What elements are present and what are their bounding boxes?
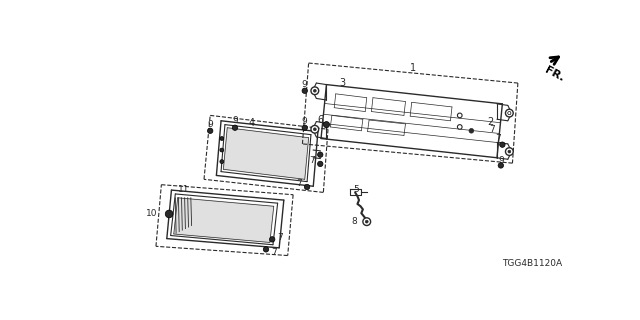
Circle shape	[365, 220, 368, 223]
Circle shape	[323, 122, 330, 128]
Text: 7: 7	[310, 156, 316, 164]
Text: 7: 7	[296, 179, 302, 188]
Text: 6: 6	[317, 115, 323, 125]
Polygon shape	[174, 198, 274, 243]
Circle shape	[498, 163, 504, 168]
Circle shape	[508, 112, 511, 115]
Text: 9: 9	[207, 120, 213, 129]
Circle shape	[302, 88, 307, 93]
Circle shape	[458, 113, 462, 118]
Text: 9: 9	[232, 116, 238, 124]
Text: 11: 11	[178, 185, 189, 194]
Circle shape	[314, 128, 316, 131]
Circle shape	[363, 218, 371, 226]
Circle shape	[305, 184, 310, 190]
Text: 10: 10	[146, 210, 157, 219]
Text: 9: 9	[302, 117, 308, 126]
Circle shape	[220, 160, 224, 164]
Text: 7: 7	[271, 248, 276, 257]
Polygon shape	[223, 128, 308, 179]
Circle shape	[220, 148, 224, 152]
Circle shape	[500, 142, 505, 147]
Text: 5: 5	[353, 185, 359, 194]
Circle shape	[165, 210, 173, 218]
Circle shape	[269, 237, 275, 242]
Text: 2: 2	[488, 116, 494, 126]
Circle shape	[508, 150, 511, 153]
Circle shape	[506, 109, 513, 117]
Circle shape	[506, 148, 513, 156]
Circle shape	[263, 247, 269, 252]
Circle shape	[508, 112, 511, 115]
Text: 8: 8	[352, 217, 358, 226]
Circle shape	[317, 161, 323, 167]
Text: 9: 9	[302, 80, 308, 89]
Circle shape	[317, 152, 323, 157]
Circle shape	[311, 87, 319, 95]
Circle shape	[207, 128, 213, 133]
Text: 7: 7	[490, 125, 495, 134]
Text: 3: 3	[339, 78, 345, 88]
Text: 1: 1	[410, 63, 416, 73]
Text: FR.: FR.	[543, 65, 566, 83]
Circle shape	[314, 89, 316, 92]
Text: 7: 7	[277, 233, 283, 242]
Circle shape	[469, 129, 474, 133]
Text: 4: 4	[249, 118, 255, 128]
Text: 9: 9	[498, 156, 504, 164]
Circle shape	[311, 125, 319, 133]
Circle shape	[458, 124, 462, 129]
Circle shape	[220, 137, 224, 140]
Circle shape	[232, 125, 237, 131]
Text: 7: 7	[495, 134, 501, 143]
Circle shape	[302, 125, 307, 131]
Text: TGG4B1120A: TGG4B1120A	[502, 259, 563, 268]
